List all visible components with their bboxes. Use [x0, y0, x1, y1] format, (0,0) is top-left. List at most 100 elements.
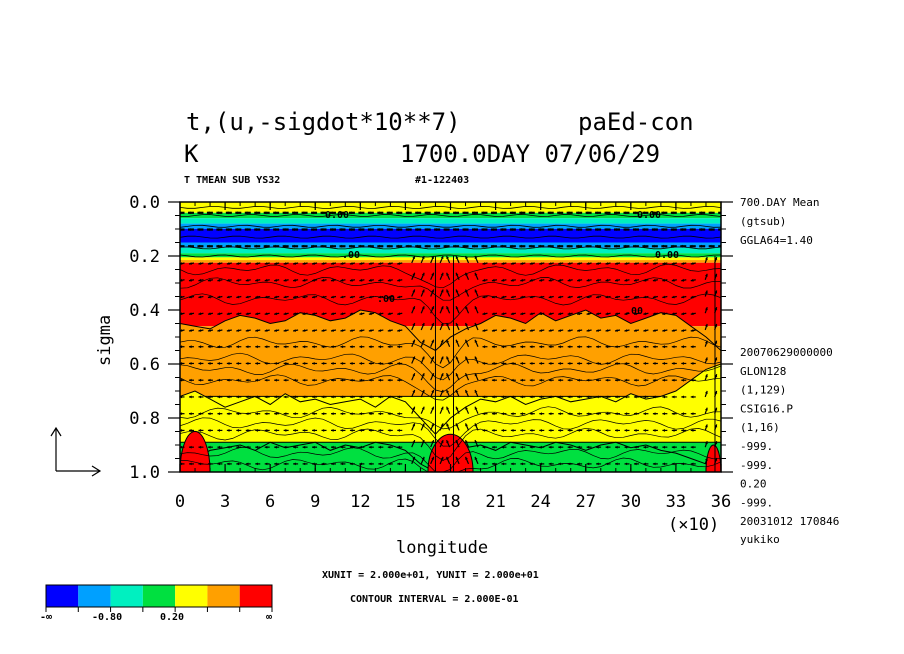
wind-vector-head: [378, 329, 382, 332]
wind-vector-head: [368, 462, 372, 466]
x-tick-label: 9: [310, 492, 320, 512]
wind-vector-head: [412, 323, 415, 326]
wind-vector-head: [548, 378, 552, 382]
wind-vector-head: [348, 211, 352, 215]
wind-vector-head: [397, 278, 401, 282]
wind-vector-head: [189, 462, 192, 466]
wind-vector-head: [528, 244, 532, 248]
wind-vector-head: [708, 211, 712, 215]
wind-vector-head: [302, 295, 306, 299]
wind-vector-head: [724, 358, 727, 361]
x-axis-ticks: 0 3 6 9 12 15 18 21 24 27 30 33 36: [175, 202, 731, 512]
wind-vector-head: [681, 429, 684, 432]
wind-vector-head: [443, 228, 447, 231]
wind-vector-head: [558, 429, 561, 432]
wind-vector-head: [312, 362, 315, 365]
wind-vector-head: [264, 429, 268, 432]
heatmap-blob: [427, 433, 474, 472]
wind-vector-head: [643, 412, 646, 416]
wind-vector-head: [724, 324, 727, 327]
heatmap-band: [180, 218, 721, 224]
colorbar-label: -0.80: [92, 612, 122, 623]
wind-vector-head: [662, 312, 666, 316]
wind-vector-head: [440, 373, 444, 377]
wind-vector-head: [633, 429, 637, 432]
wind-vector-head: [283, 412, 287, 416]
wind-vector-head: [387, 295, 391, 299]
wind-vector-head: [501, 445, 504, 449]
wind-vector-head: [293, 312, 296, 316]
wind-vector-head: [501, 429, 504, 432]
wind-vector-head: [705, 273, 708, 277]
wind-vector-head: [661, 211, 664, 215]
wind-vector-head: [604, 244, 608, 248]
wind-vector-head: [605, 312, 609, 316]
wind-vector-head: [501, 345, 504, 349]
wind-vector-head: [576, 228, 579, 231]
wind-vector-head: [226, 378, 230, 382]
wind-vector-head: [302, 312, 306, 316]
wind-vector-head: [491, 295, 495, 299]
wind-vector-head: [577, 345, 580, 349]
wind-vector-head: [474, 406, 478, 410]
wind-vector-head: [538, 228, 541, 231]
wind-vector-head: [595, 244, 598, 248]
wind-vector-head: [368, 362, 372, 365]
y-tick-label: 0.8: [129, 409, 160, 429]
info-line: 700.DAY Mean: [740, 196, 819, 209]
wind-vector-head: [446, 423, 449, 427]
wind-vector-head: [312, 262, 315, 265]
wind-vector-head: [415, 211, 418, 215]
wind-vector-head: [434, 244, 437, 248]
wind-vector-head: [576, 211, 579, 215]
wind-vector-head: [440, 440, 444, 444]
wind-vector-head: [431, 256, 434, 259]
wind-vector-head: [557, 244, 560, 248]
wind-vector-head: [577, 412, 580, 416]
wind-vector-head: [302, 345, 306, 349]
wind-vector-head: [293, 412, 296, 416]
wind-vector-head: [615, 278, 618, 282]
wind-vector-head: [567, 312, 571, 316]
heatmap-band: [180, 212, 721, 219]
wind-vector-head: [331, 312, 334, 316]
wind-vector-head: [671, 462, 675, 466]
wind-vector-head: [216, 244, 219, 248]
wind-vector-head: [264, 412, 268, 416]
wind-vector-head: [567, 429, 571, 432]
wind-vector-head: [529, 278, 533, 282]
wind-vector-head: [321, 329, 325, 332]
wind-vector-head: [189, 329, 192, 332]
wind-vector-head: [320, 211, 324, 215]
wind-vector-head: [510, 295, 514, 299]
wind-vector-head: [708, 228, 712, 231]
wind-vector-head: [472, 244, 475, 248]
wind-vector-head: [705, 290, 708, 294]
wind-vector-head: [421, 423, 425, 427]
wind-vector-head: [396, 228, 399, 231]
wind-vector-head: [624, 278, 628, 282]
wind-vector-head: [615, 345, 618, 349]
wind-vector-head: [207, 412, 211, 416]
wind-vector-head: [690, 462, 694, 466]
wind-vector-head: [724, 441, 727, 444]
heatmap-band: [180, 223, 721, 229]
wind-vector-head: [529, 262, 533, 265]
wind-vector-head: [274, 445, 277, 449]
wind-vector-head: [455, 306, 459, 310]
wind-vector-head: [605, 412, 609, 416]
wind-vector-head: [596, 395, 599, 399]
wind-vector-head: [321, 262, 325, 265]
wind-vector-head: [312, 445, 315, 449]
wind-vector-head: [226, 262, 230, 265]
contour-line: [180, 246, 721, 250]
wind-vector-head: [386, 244, 390, 248]
wind-vector-head: [397, 429, 400, 432]
wind-vector-head: [491, 429, 495, 432]
wind-vector-head: [670, 211, 674, 215]
wind-vector-head: [577, 378, 580, 382]
wind-vector-head: [415, 228, 418, 231]
heatmap-band: [180, 257, 721, 261]
wind-vector-head: [539, 295, 543, 299]
wind-vector-head: [255, 362, 258, 365]
